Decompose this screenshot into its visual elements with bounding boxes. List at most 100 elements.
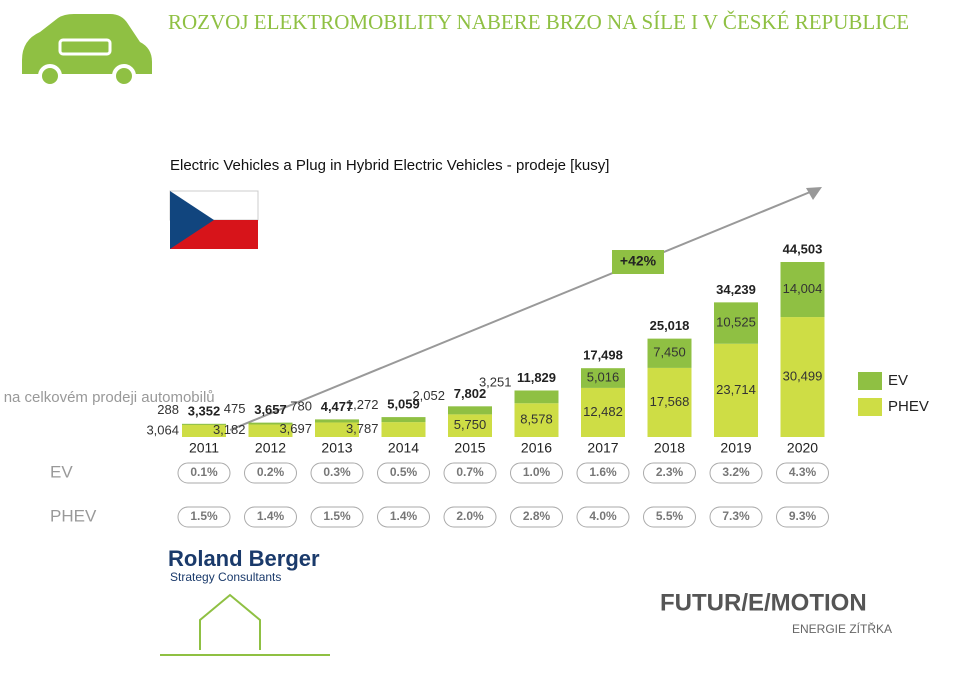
value-label: 5,750 [454, 417, 487, 432]
share-pill [443, 506, 497, 528]
logo-right: FUTUR/E/MOTION [660, 589, 867, 616]
value-label: 12,482 [583, 404, 623, 419]
share-label: 0.2% [257, 465, 285, 479]
share-label: 2.3% [656, 465, 684, 479]
share-label: 1.0% [523, 465, 551, 479]
x-tick-label: 2018 [654, 440, 685, 456]
x-tick-label: 2012 [255, 440, 286, 456]
share-label: 1.4% [257, 509, 285, 523]
share-label: 0.3% [323, 465, 351, 479]
trend-arrow [229, 189, 816, 431]
value-label: 3,064 [146, 422, 179, 437]
total-label: 3,657 [254, 402, 287, 417]
x-tick-label: 2017 [587, 440, 618, 456]
share-pill [709, 462, 763, 484]
share-pill [643, 462, 696, 484]
value-label: 7,450 [653, 345, 686, 360]
bar-segment [381, 417, 426, 423]
side-label: Podíl na celkovém prodeji automobilů [0, 389, 215, 406]
bar-segment [182, 423, 226, 425]
value-label: 780 [290, 398, 312, 413]
share-pill [709, 506, 763, 528]
value-label: 475 [224, 401, 246, 416]
share-pill [244, 506, 297, 528]
share-pill [310, 462, 364, 484]
value-label: 1,272 [346, 397, 379, 412]
value-label: 30,499 [783, 368, 823, 383]
share-label: 1.4% [390, 509, 418, 523]
bar-segment [780, 317, 825, 437]
bar-segment [448, 406, 492, 415]
x-tick-label: 2019 [720, 440, 751, 456]
bar-segment [448, 414, 492, 437]
value-label: 10,525 [716, 314, 756, 329]
legend-swatch [858, 398, 882, 416]
value-label: 3,182 [213, 422, 246, 437]
legend-label: EV [888, 372, 908, 389]
total-label: 34,239 [716, 282, 756, 297]
car-icon [22, 14, 152, 88]
total-label: 44,503 [783, 241, 823, 256]
total-label: 17,498 [583, 348, 623, 363]
x-tick-label: 2014 [388, 440, 419, 456]
share-pill [443, 462, 497, 484]
legend-label: PHEV [888, 398, 929, 415]
x-tick-label: 2013 [321, 440, 352, 456]
bar-segment [647, 338, 692, 368]
value-label: 23,714 [716, 382, 756, 397]
share-label: 9.3% [789, 509, 817, 523]
share-label: 1.5% [190, 509, 218, 523]
share-pill [244, 462, 297, 484]
chart-title: Electric Vehicles a Plug in Hybrid Elect… [170, 157, 609, 174]
total-label: 7,802 [454, 386, 487, 401]
value-label: 5,016 [587, 369, 620, 384]
x-tick-label: 2015 [454, 440, 485, 456]
value-label: 3,697 [279, 421, 312, 436]
share-label: 4.3% [789, 465, 817, 479]
x-tick-label: 2016 [521, 440, 552, 456]
share-label: 0.1% [190, 465, 218, 479]
bar-segment [381, 422, 426, 437]
bar-segment [315, 422, 359, 437]
x-tick-label: 2011 [189, 440, 219, 456]
share-pill [510, 506, 563, 528]
share-pill [177, 462, 231, 484]
logo-left: Roland Berger [168, 546, 320, 571]
bar-segment [248, 424, 293, 437]
share-pill [377, 462, 430, 484]
bar-segment [581, 387, 625, 437]
header-title: ROZVOJ ELEKTROMOBILITY NABERE BRZO NA SÍ… [168, 10, 909, 34]
bar-segment [182, 424, 226, 437]
value-label: 8,578 [520, 412, 553, 427]
share-label: 5.5% [656, 509, 684, 523]
value-label: 3,251 [479, 374, 512, 389]
bar-segment [647, 367, 692, 437]
legend-swatch [858, 372, 882, 390]
share-label: 1.5% [323, 509, 351, 523]
logo-right-sub: ENERGIE ZÍTŘKA [792, 621, 892, 636]
total-label: 25,018 [650, 318, 690, 333]
share-label: 3.2% [722, 465, 750, 479]
bar-segment [315, 419, 359, 423]
bar-segment [780, 262, 825, 318]
bar-segment [714, 302, 758, 344]
logo-left-sub: Strategy Consultants [170, 570, 281, 584]
share-pill [377, 506, 430, 528]
flag [169, 190, 259, 249]
share-pill [510, 462, 563, 484]
bar-segment [514, 390, 559, 404]
value-label: 3,787 [346, 421, 379, 436]
annotation: +42% [620, 253, 657, 269]
share-label: 2.0% [456, 509, 484, 523]
share-pill [776, 462, 829, 484]
house-decoration [160, 593, 330, 656]
total-label: 4,477 [321, 399, 354, 414]
value-label: 17,568 [650, 394, 690, 409]
trend-arrowhead [806, 187, 822, 200]
annotation-box [612, 250, 664, 274]
share-pill [776, 506, 829, 528]
value-label: 14,004 [783, 281, 823, 296]
share-pill [310, 506, 364, 528]
row-label: EV [50, 462, 73, 481]
